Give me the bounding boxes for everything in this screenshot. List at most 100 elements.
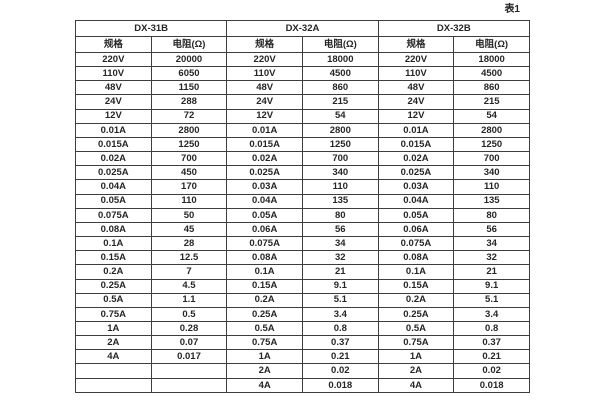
table-row: 4A 0.018 4A 0.018 (75, 377, 530, 394)
resistance-cell: 110 (301, 179, 379, 195)
table-row: 1A 0.28 0.5A 0.8 0.5A 0.8 (75, 320, 530, 337)
column-header-row: 规格 电阻(Ω) 规格 电阻(Ω) 规格 电阻(Ω) (75, 36, 530, 53)
spec-cell: 0.25A (226, 306, 303, 322)
resistance-cell: 110 (453, 179, 530, 195)
table-row: 0.1A 28 0.075A 34 0.075A 34 (75, 236, 530, 252)
table-row: 0.25A 4.5 0.15A 9.1 0.15A 9.1 (75, 278, 530, 294)
resistance-cell: 1150 (150, 80, 228, 96)
spec-cell: 0.015A (226, 136, 303, 153)
table-row: 0.08A 45 0.06A 56 0.06A 56 (75, 221, 530, 238)
spec-cell: 0.08A (226, 250, 303, 266)
spec-cell: 24V (226, 94, 303, 110)
table-row: 110V 6050 110V 4500 110V 4500 (75, 66, 530, 82)
resistance-cell: 7 (150, 264, 228, 280)
resistance-cell: 0.5 (150, 306, 228, 322)
resistance-cell: 700 (301, 151, 379, 167)
spec-cell: 0.05A (75, 193, 152, 209)
resistance-cell (150, 363, 228, 379)
resistance-cell: 18000 (453, 51, 530, 68)
resistance-cell: 1.1 (150, 292, 228, 308)
resistance-cell: 170 (150, 179, 228, 195)
column-header-resistance: 电阻(Ω) (453, 36, 530, 53)
resistance-cell: 5.1 (301, 292, 379, 308)
resistance-cell: 4500 (301, 66, 379, 82)
spec-cell: 0.2A (377, 292, 455, 308)
resistance-cell: 18000 (301, 51, 379, 68)
table-caption: 表1 (504, 4, 520, 15)
spec-cell: 0.02A (75, 151, 152, 167)
resistance-cell: 0.8 (453, 320, 530, 337)
spec-cell: 0.15A (226, 278, 303, 294)
spec-cell: 0.02A (226, 151, 303, 167)
resistance-cell: 288 (150, 94, 228, 110)
spec-cell: 0.15A (377, 278, 455, 294)
spec-cell: 12V (377, 108, 455, 124)
table-row: 0.04A 170 0.03A 110 0.03A 110 (75, 179, 530, 195)
table-row: 0.075A 50 0.05A 80 0.05A 80 (75, 207, 530, 223)
resistance-cell: 0.02 (301, 363, 379, 379)
table-row: 48V 1150 48V 860 48V 860 (75, 80, 530, 96)
resistance-cell: 5.1 (453, 292, 530, 308)
spec-cell: 24V (75, 94, 152, 110)
resistance-cell: 72 (150, 108, 228, 124)
spec-cell: 1A (226, 349, 303, 365)
group-header-dx32a: DX-32A (226, 20, 379, 37)
resistance-cell: 80 (301, 207, 379, 223)
resistance-cell: 21 (301, 264, 379, 280)
spec-cell: 24V (377, 94, 455, 110)
spec-cell: 0.03A (377, 179, 455, 195)
resistance-cell: 0.07 (150, 335, 228, 351)
resistance-cell: 135 (301, 193, 379, 209)
table-row: 0.2A 7 0.1A 21 0.1A 21 (75, 264, 530, 280)
spec-cell: 0.01A (75, 122, 152, 138)
resistance-cell: 34 (453, 236, 530, 252)
resistance-cell: 56 (301, 221, 379, 238)
resistance-cell: 32 (453, 250, 530, 266)
spec-cell: 1A (75, 320, 152, 337)
spec-cell: 0.015A (75, 136, 152, 153)
spec-cell: 0.75A (377, 335, 455, 351)
spec-cell: 0.25A (75, 278, 152, 294)
resistance-cell: 3.4 (301, 306, 379, 322)
resistance-cell: 215 (301, 94, 379, 110)
resistance-cell: 4500 (453, 66, 530, 82)
resistance-cell: 0.37 (301, 335, 379, 351)
resistance-cell: 0.8 (301, 320, 379, 337)
resistance-cell: 28 (150, 236, 228, 252)
resistance-cell: 860 (453, 80, 530, 96)
resistance-cell: 2800 (150, 122, 228, 138)
spec-cell: 0.025A (75, 165, 152, 181)
group-header-row: DX-31B DX-32A DX-32B (74, 20, 531, 37)
resistance-cell: 9.1 (453, 278, 530, 294)
resistance-cell: 50 (150, 207, 228, 223)
resistance-cell: 12.5 (150, 250, 228, 266)
spec-cell: 2A (75, 335, 152, 351)
spec-cell: 0.03A (226, 179, 303, 195)
spec-cell: 0.02A (377, 151, 455, 167)
resistance-cell: 0.28 (150, 320, 228, 337)
resistance-cell: 0.21 (453, 349, 530, 365)
table-row: 0.75A 0.5 0.25A 3.4 0.25A 3.4 (75, 306, 530, 322)
table-row: 0.025A 450 0.025A 340 0.025A 340 (75, 165, 530, 181)
spec-cell: 0.05A (377, 207, 455, 223)
spec-cell: 0.01A (377, 122, 455, 138)
spec-cell: 0.1A (75, 236, 152, 252)
spec-cell: 0.2A (75, 264, 152, 280)
table-row: 220V 20000 220V 18000 220V 18000 (75, 51, 530, 68)
spec-cell: 12V (226, 108, 303, 124)
table-row: 4A 0.017 1A 0.21 1A 0.21 (75, 349, 530, 365)
resistance-cell: 0.02 (453, 363, 530, 379)
spec-cell: 0.5A (226, 320, 303, 337)
resistance-cell: 20000 (150, 51, 228, 68)
spec-cell: 0.1A (226, 264, 303, 280)
resistance-cell: 0.017 (150, 349, 228, 365)
resistance-cell: 9.1 (301, 278, 379, 294)
resistance-cell: 32 (301, 250, 379, 266)
spec-cell: 220V (377, 51, 455, 68)
resistance-cell: 0.21 (301, 349, 379, 365)
spec-cell: 0.2A (226, 292, 303, 308)
spec-cell: 220V (226, 51, 303, 68)
table-row: 0.5A 1.1 0.2A 5.1 0.2A 5.1 (75, 292, 530, 308)
spec-cell: 0.01A (226, 122, 303, 138)
